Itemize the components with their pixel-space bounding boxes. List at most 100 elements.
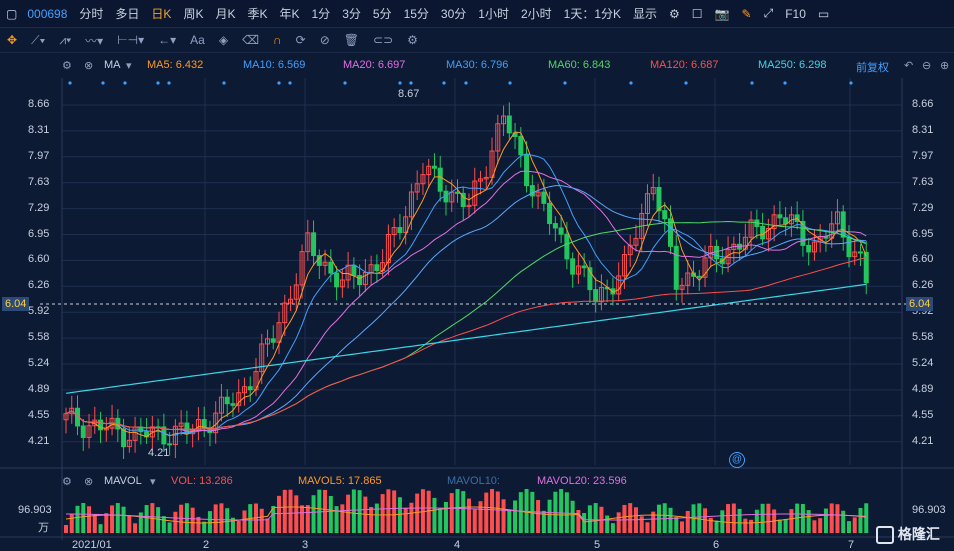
gear-icon[interactable]: ⚙ [669,6,680,21]
price-tick-right: 7.97 [912,149,934,162]
candle-body [593,289,599,303]
volume-bar [559,489,564,533]
tab-period-12[interactable]: 1小时 [478,7,509,21]
signal-dot [398,81,402,85]
signal-dot [343,81,347,85]
close-icon[interactable]: ⊗ [84,60,94,72]
pencil-icon[interactable]: ✎ [741,6,752,21]
candle-body [806,244,812,253]
tab-period-0[interactable]: 分时 [79,7,104,21]
tab-period-1[interactable]: 多日 [115,7,140,21]
volume-bar [605,515,610,533]
tab-period-6[interactable]: 年K [279,7,300,21]
candle-body [241,386,247,394]
gear-icon[interactable]: ⚙ [62,476,72,488]
stock-code[interactable]: 000698 [27,6,68,21]
tab-period-10[interactable]: 15分 [403,7,429,21]
tab-period-2[interactable]: 日K [151,7,172,21]
volume-bar [173,511,178,533]
marker-icon[interactable]: ◈ [218,33,229,47]
volume-bar [392,490,397,533]
price-tick-right: 4.21 [912,434,934,447]
ma-label[interactable]: MA [104,59,121,71]
channel-tool-icon[interactable]: ⩘▾ [59,32,72,47]
volume-bar [161,516,166,533]
candle-body [558,227,564,235]
camera-icon[interactable]: 📷 [714,6,730,21]
info-icon[interactable]: @ [729,452,745,468]
candle-body [236,392,242,406]
hide-icon[interactable]: ⊘ [319,33,330,47]
volume-bar [104,513,109,533]
volume-bar [490,489,495,533]
candle-body [679,284,685,290]
signal-dot [123,81,127,85]
price-tick-right: 7.63 [912,175,934,188]
volume-bar [213,504,218,533]
tab-period-3[interactable]: 周K [183,7,204,21]
sidebar-toggle-icon[interactable]: ▢ [6,6,18,21]
wave-tool-icon[interactable]: 〰▾ [85,33,104,48]
price-tick-right: 6.60 [912,253,934,266]
chevron-down-icon[interactable]: ▾ [150,476,156,488]
volume-bar [726,504,731,533]
candle-body [357,274,363,286]
candle-body [840,211,846,238]
zoom-in-icon[interactable]: ⊕ [940,60,950,72]
tab-period-13[interactable]: 2小时 [520,7,552,21]
chevron-down-icon[interactable]: ▾ [126,60,132,72]
f10-button[interactable]: F10 [785,6,806,21]
mavol-label[interactable]: MAVOL [104,475,142,487]
volume-bar [484,492,489,533]
tab-period-7[interactable]: 1分 [311,7,331,21]
adjust-mode[interactable]: 前复权 [856,62,889,74]
volume-bar [403,507,408,533]
volume-bar [777,519,782,533]
x-label-2: 3 [302,539,309,551]
link-icon[interactable]: ⊂⊃ [373,33,394,47]
candle-body [345,264,351,281]
candle-body [121,428,127,448]
panel-icon[interactable]: ▭ [817,6,830,21]
tab-period-9[interactable]: 5分 [372,7,392,21]
crosshair-icon[interactable]: ✥ [7,33,18,47]
candle-body [69,407,75,415]
arrow-tool-icon[interactable]: ←▾ [158,33,177,47]
square-icon[interactable]: ☐ [691,6,703,21]
magnet-icon[interactable]: ∩ [273,33,282,47]
tab-period-5[interactable]: 季K [247,7,268,21]
high-annotation: 8.67 [398,88,420,100]
tab-period-11[interactable]: 30分 [440,7,467,21]
tab-period-8[interactable]: 3分 [342,7,361,21]
gear-icon[interactable]: ⚙ [62,60,72,72]
candle-body [339,279,345,288]
candle-body [437,167,443,192]
candle-body [218,396,224,414]
trash-icon[interactable]: 🗑 [343,33,360,47]
combo-period-dropdown[interactable]: 1天：1分K [563,7,622,21]
range-tool-icon[interactable]: ⊢⊣▾ [117,33,145,47]
signal-dot [464,81,468,85]
volume-bar [259,508,264,533]
volume-bar [858,507,863,533]
line-tool-icon[interactable]: ⟋▾ [31,32,46,47]
volume-bar [328,495,333,533]
tab-period-4[interactable]: 月K [215,7,236,21]
sync-icon[interactable]: ⟳ [295,33,306,47]
volume-bar [564,492,569,533]
signal-dot [68,81,72,85]
zoom-out-icon[interactable]: ⊖ [922,60,932,72]
candle-body [714,245,720,260]
mavol5-value: MAVOL5: 17.865 [298,475,382,487]
undo-icon[interactable]: ↶ [904,60,914,72]
signal-dot [101,81,105,85]
close-icon[interactable]: ⊗ [84,476,94,488]
settings-icon[interactable]: ⚙ [407,33,418,47]
expand-icon[interactable]: ⤢ [763,6,774,20]
candle-body [126,439,132,448]
display-dropdown[interactable]: 显示 [633,7,658,21]
eraser-icon[interactable]: ⌫ [242,33,260,47]
text-tool[interactable]: Aa [190,33,205,47]
volume-bar [731,503,736,533]
